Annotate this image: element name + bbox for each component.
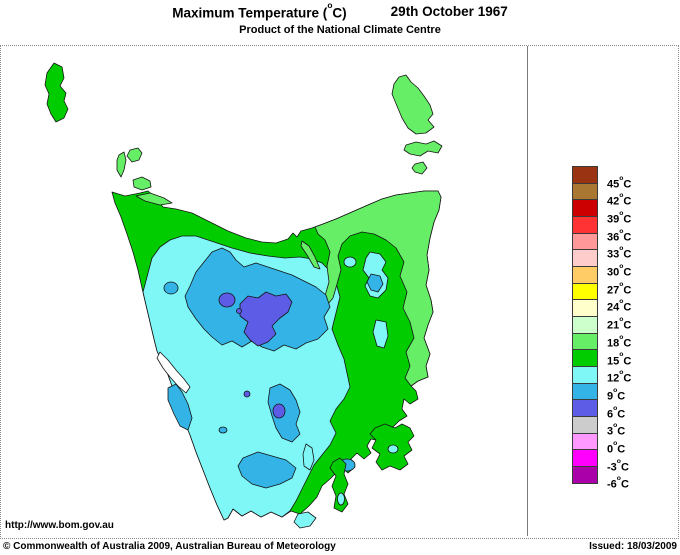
legend-segment-t27_30	[572, 266, 598, 284]
region-king-island	[44, 62, 69, 123]
contour-3-6-west-spot	[218, 292, 236, 308]
legend-label: 42oC	[607, 192, 632, 209]
bom-url-text: http://www.bom.gov.au	[5, 520, 114, 531]
legend-label: 15oC	[607, 351, 632, 368]
contour-3-6-dot-1	[236, 308, 242, 314]
region-south-tip	[293, 511, 317, 529]
legend-segment-t15_18	[572, 332, 598, 351]
contour-9-12-southeast-strip	[302, 443, 315, 471]
footer: © Commonwealth of Australia 2009, Austra…	[0, 539, 680, 555]
legend-segment-t33_36	[572, 232, 598, 251]
legend-segment-t30_33	[572, 249, 598, 268]
legend-segment-t21_24	[572, 299, 598, 318]
legend-segment-t9_12	[572, 366, 598, 384]
legend-label: 30oC	[607, 263, 632, 279]
contour-15-18-stanley-strip	[135, 192, 173, 206]
page-title: Maximum Temperature (oC)	[172, 0, 347, 21]
legend-segment-tm6_m3	[572, 449, 598, 468]
region-robbins-island	[132, 176, 152, 191]
contour-3-6-dot-2	[243, 390, 251, 398]
legend-label: -3oC	[607, 457, 629, 474]
legend-label: 24oC	[607, 298, 632, 315]
legend-segment-t3_6	[572, 399, 598, 418]
region-hunter-island	[116, 151, 127, 178]
contour-6-9-west-elongated	[167, 383, 193, 431]
contour-15-18-tamar-sliver	[300, 240, 321, 270]
legend-label: 12oC	[607, 369, 632, 385]
map-date: 29th October 1967	[390, 4, 508, 19]
contour-3-6-highlands	[239, 291, 293, 347]
region-flinders-island	[391, 74, 435, 135]
legend-label: 0oC	[607, 439, 626, 456]
legend-label: 45oC	[607, 174, 632, 191]
legend-label: 33oC	[607, 245, 632, 262]
legend-color-bar	[572, 166, 598, 484]
legend-label: 27oC	[607, 280, 632, 297]
contour-3-6-mt-wellington	[272, 403, 286, 419]
legend-label: 18oC	[607, 333, 632, 350]
legend-label: -6oC	[607, 475, 629, 491]
region-clarke-island	[411, 161, 428, 175]
legend-panel: 45oC 42oC 39oC 36oC 33oC 30oC 27oC 24oC 21oC 18oC…	[527, 46, 678, 536]
legend-segment-t24_27	[572, 282, 598, 301]
legend-segment-t42_45	[572, 182, 598, 201]
header: Maximum Temperature (oC) 29th October 19…	[0, 0, 680, 45]
legend-segment-t6_9	[572, 382, 598, 401]
legend-label: 21oC	[607, 316, 632, 332]
issued-date: Issued: 18/03/2009	[589, 541, 677, 552]
legend-label: 36oC	[607, 227, 632, 244]
legend-segment-t18_21	[572, 316, 598, 334]
legend-segment-t0_3	[572, 416, 598, 434]
contour-9-12-tasman-spot	[387, 444, 399, 454]
map-frame: http://www.bom.gov.au 45oC 42oC 39oC 36oC 33…	[0, 45, 679, 539]
map-panel: http://www.bom.gov.au	[1, 46, 527, 536]
region-cape-barren-island	[403, 140, 443, 157]
legend-segment-tm3_0	[572, 432, 598, 451]
copyright-text: © Commonwealth of Australia 2009, Austra…	[3, 541, 336, 552]
legend-label: 3oC	[607, 422, 626, 438]
macquarie-harbour-inlet	[156, 351, 191, 394]
contour-9-12-east-strip	[372, 319, 389, 349]
legend-label: 39oC	[607, 209, 632, 226]
tasmania-contour-map	[44, 62, 443, 529]
contour-6-9-small-spot	[218, 426, 228, 434]
region-three-hummock-island	[126, 147, 143, 163]
contour-6-9-west-spot	[163, 281, 179, 295]
contour-15-18-northeast-band	[314, 190, 442, 387]
legend-segment-tm6minus	[572, 466, 598, 484]
legend-segment-t12_15	[572, 349, 598, 368]
legend-segment-t45plus	[572, 166, 598, 184]
contour-9-12-spot-north	[343, 256, 357, 268]
page-subtitle: Product of the National Climate Centre	[239, 23, 441, 36]
contour-6-9-great-lake	[366, 273, 384, 293]
contour-9-12-bruny-spot	[337, 492, 345, 506]
legend-label: 6oC	[607, 404, 626, 421]
legend-segment-t36_39	[572, 216, 598, 234]
legend-label: 9oC	[607, 386, 626, 403]
legend-segment-t39_42	[572, 199, 598, 218]
contour-6-9-south-central	[237, 451, 297, 489]
